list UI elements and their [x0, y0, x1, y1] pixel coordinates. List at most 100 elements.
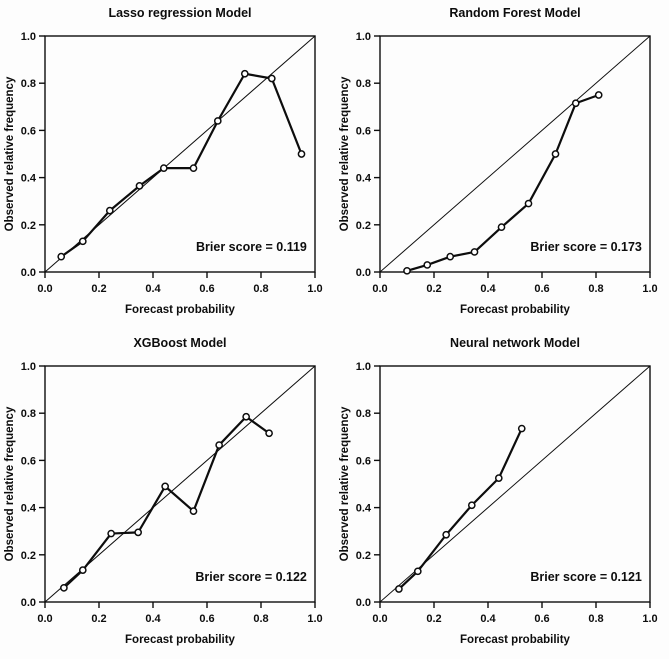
x-tick-label: 1.0	[642, 283, 657, 295]
x-tick-label: 1.0	[308, 613, 323, 625]
data-point-marker	[242, 412, 251, 421]
data-point-marker	[189, 507, 198, 515]
x-tick-label: 0.0	[38, 613, 53, 625]
data-point-marker	[446, 253, 454, 261]
x-tick-label: 0.4	[480, 613, 496, 625]
data-point-marker	[402, 267, 411, 275]
data-point-marker	[241, 70, 249, 78]
data-point-marker	[497, 223, 506, 232]
data-point-marker	[57, 253, 66, 261]
y-tick-label: 0.6	[21, 455, 36, 467]
x-tick-label: 0.6	[534, 613, 549, 625]
data-point-marker	[467, 501, 476, 509]
data-point-marker	[265, 429, 274, 437]
x-tick-label: 1.0	[642, 613, 657, 625]
y-tick-label: 0.0	[355, 597, 370, 609]
data-point-marker	[423, 261, 431, 270]
x-axis-label: Forecast probability	[125, 304, 236, 316]
y-tick-label: 0.8	[355, 408, 370, 420]
data-point-marker	[551, 150, 560, 159]
data-point-marker	[394, 584, 403, 593]
x-tick-label: 0.0	[372, 613, 387, 625]
x-tick-label: 0.0	[38, 283, 53, 295]
data-point-marker	[60, 583, 69, 592]
data-point-marker	[215, 440, 224, 449]
calibration-plot-svg: XGBoost Model 0.0 0.2 0.4 0.6 0.8 1.0 0.0 0.2 0.4…	[4, 336, 323, 646]
y-tick-label: 0.6	[21, 126, 36, 138]
calibration-plot-svg: Neural network Model 0.0 0.2 0.4 0.6 0.8 1.0 0.…	[339, 336, 658, 646]
chart-title: Neural network Model	[450, 336, 580, 350]
x-tick-label: 0.8	[588, 283, 603, 295]
y-tick-label: 0.6	[355, 455, 370, 467]
plot-frame	[379, 35, 651, 273]
x-tick-label: 0.4	[146, 283, 162, 295]
y-axis-label: Observed relative frequency	[339, 406, 351, 561]
x-tick-label: 0.6	[200, 283, 215, 295]
y-tick-label: 0.0	[355, 267, 370, 279]
calibration-line	[397, 427, 523, 590]
y-tick-label: 0.8	[21, 408, 36, 420]
x-tick-label: 0.4	[480, 283, 496, 295]
brier-score-annotation: Brier score = 0.121	[530, 570, 642, 584]
data-point-marker	[189, 164, 198, 173]
plot-random-forest: Random Forest Model 0.0 0.2 0.4 0.6 0.8 1.0 0.0…	[335, 0, 669, 330]
y-tick-label: 0.2	[21, 550, 36, 562]
chart-title: XGBoost Model	[134, 336, 227, 350]
brier-score-annotation: Brier score = 0.173	[530, 240, 642, 254]
plot-frame	[44, 35, 316, 273]
y-axis-label: Observed relative frequency	[339, 76, 351, 231]
data-point-marker	[297, 150, 306, 159]
y-tick-label: 0.2	[355, 550, 370, 562]
y-tick-label: 1.0	[355, 31, 370, 43]
plot-frame	[44, 365, 316, 603]
calibration-line	[63, 415, 270, 589]
data-point-marker	[161, 482, 170, 490]
data-point-marker	[517, 424, 526, 433]
x-axis-label: Forecast probability	[460, 634, 571, 646]
x-tick-label: 0.8	[588, 613, 603, 625]
y-tick-label: 0.4	[355, 502, 371, 514]
x-tick-label: 0.2	[92, 613, 107, 625]
y-tick-label: 0.4	[21, 173, 37, 185]
data-point-marker	[79, 566, 87, 574]
chart-title: Random Forest Model	[449, 6, 580, 20]
data-point-marker	[106, 207, 114, 215]
y-tick-label: 0.0	[21, 267, 36, 279]
data-point-marker	[571, 99, 580, 108]
calibration-plot-svg: Lasso regression Model 0.0 0.2 0.4 0.6 0.8 1.0…	[4, 6, 323, 316]
brier-score-annotation: Brier score = 0.119	[196, 240, 307, 254]
reference-diagonal-line	[379, 35, 651, 273]
plot-lasso-regression: Lasso regression Model 0.0 0.2 0.4 0.6 0.8 1.0…	[0, 0, 335, 330]
y-tick-label: 0.2	[355, 220, 370, 232]
y-tick-label: 0.4	[21, 502, 37, 514]
y-tick-label: 0.6	[355, 126, 370, 138]
x-tick-label: 0.6	[200, 613, 215, 625]
data-point-marker	[594, 91, 603, 100]
data-point-marker	[524, 199, 533, 208]
data-point-marker	[413, 567, 422, 575]
x-tick-label: 0.4	[146, 613, 162, 625]
x-tick-label: 0.8	[254, 613, 269, 625]
x-axis-label: Forecast probability	[460, 304, 571, 316]
y-tick-label: 1.0	[21, 361, 36, 373]
y-tick-label: 1.0	[21, 31, 36, 43]
data-point-marker	[494, 474, 503, 482]
data-point-marker	[268, 74, 276, 83]
x-tick-label: 0.8	[254, 283, 269, 295]
x-tick-label: 0.2	[426, 283, 441, 295]
data-point-marker	[135, 182, 144, 190]
calibration-plot-svg: Random Forest Model 0.0 0.2 0.4 0.6 0.8 1.0 0.0…	[339, 6, 658, 316]
y-tick-label: 1.0	[355, 361, 370, 373]
y-tick-label: 0.2	[21, 220, 36, 232]
y-tick-label: 0.0	[21, 597, 36, 609]
data-point-marker	[107, 529, 116, 538]
data-point-marker	[79, 237, 87, 246]
plot-neural-network: Neural network Model 0.0 0.2 0.4 0.6 0.8 1.0 0.…	[335, 330, 669, 659]
reference-diagonal-line	[44, 365, 316, 603]
x-axis-label: Forecast probability	[125, 634, 236, 646]
y-axis-label: Observed relative frequency	[4, 76, 16, 231]
chart-title: Lasso regression Model	[109, 6, 252, 20]
y-tick-label: 0.8	[21, 78, 36, 90]
x-tick-label: 0.0	[372, 283, 387, 295]
